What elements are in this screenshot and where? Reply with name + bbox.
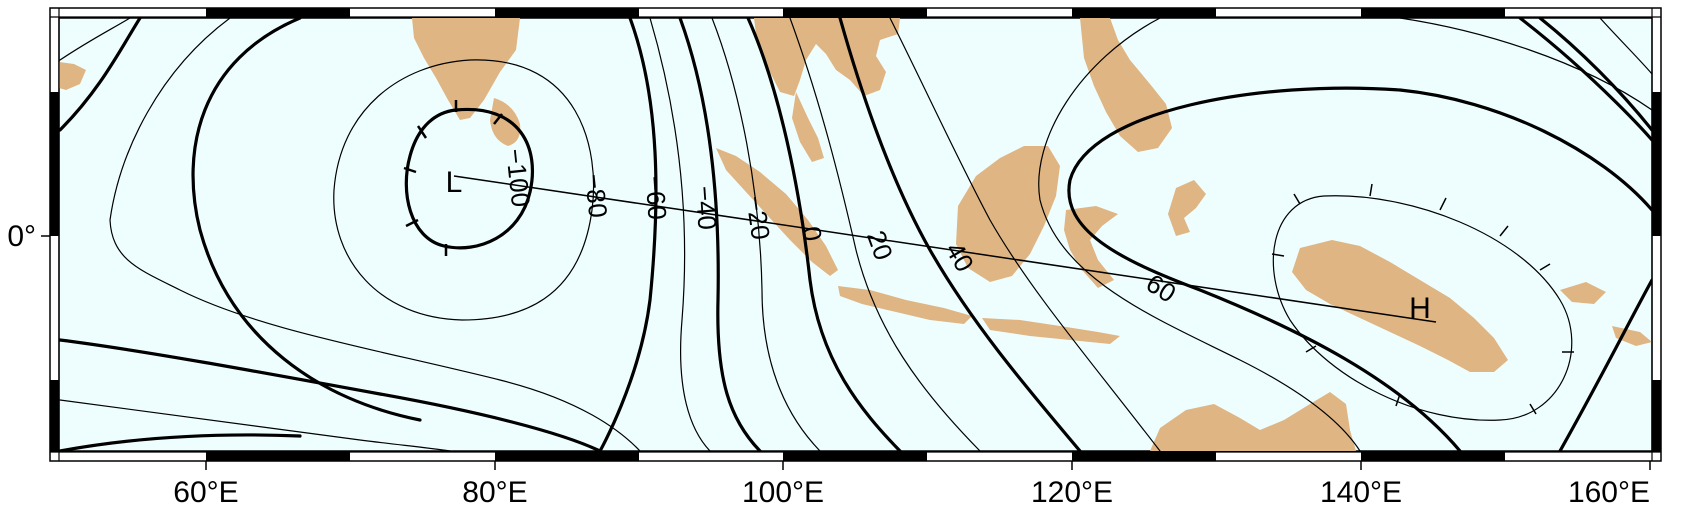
land-solomons [1612, 326, 1652, 346]
low-marker: L [446, 166, 463, 199]
contour-line-west-1 [59, 18, 131, 61]
cross-section-line [453, 175, 1437, 323]
land-australia [1150, 392, 1356, 451]
land-malay-peninsula [792, 92, 824, 162]
contour-line-m20 [711, 18, 821, 451]
frame-dividers [50, 8, 1661, 461]
frame-bottom [206, 452, 1505, 461]
contour-line-p20 [789, 18, 981, 451]
contour-line-west-5 [59, 399, 451, 451]
frame-left [50, 92, 59, 452]
contour-line-p60-outer [1038, 18, 1652, 451]
land-sri-lanka [490, 98, 521, 146]
land-new-guinea [1292, 240, 1508, 372]
contour-line-west-2 [59, 18, 142, 132]
frame-right [1652, 92, 1661, 452]
land-lesser-sunda [982, 318, 1120, 344]
contour-line-west-3 [109, 18, 641, 451]
x-tick-label-80e: 80°E [462, 476, 527, 509]
contour-line-low-ring-2 [59, 18, 658, 451]
contour-line-east-3 [1518, 18, 1652, 451]
contour-line-p40b [889, 18, 1161, 451]
contour-line-east-2 [1599, 18, 1652, 75]
contour-line-high-center [1272, 195, 1573, 421]
land-arabia [59, 62, 86, 90]
land-bismarck [1560, 282, 1606, 304]
high-hachures [1271, 183, 1574, 415]
contour-line-zero [746, 18, 902, 451]
land-java [838, 286, 972, 324]
land-masses [59, 18, 1652, 451]
y-tick-label-0: 0° [7, 220, 36, 253]
contour-lines [59, 18, 1652, 451]
high-marker: H [1409, 292, 1431, 325]
land-sulawesi [1064, 206, 1118, 288]
x-tick-label-160e: 160°E [1568, 476, 1650, 509]
land-halmahera [1168, 180, 1206, 236]
contour-label-m60: −60 [640, 175, 673, 221]
axis-ticks [41, 235, 1651, 470]
contour-line-low-center [404, 107, 535, 250]
land-india [412, 18, 520, 120]
x-axis-labels: 60°E 80°E 100°E 120°E 140°E 160°E [173, 476, 1650, 509]
contour-label-m20: −20 [740, 194, 776, 242]
x-tick-label-60e: 60°E [173, 476, 238, 509]
contour-line-p60 [1067, 86, 1652, 451]
contour-label-0: 0 [796, 224, 828, 243]
contour-label-m80: −80 [579, 172, 613, 219]
contour-line-low-ring-1 [333, 59, 595, 321]
contour-line-east-1 [1538, 18, 1652, 132]
land-indochina [754, 18, 900, 96]
contour-label-m40: −40 [690, 185, 723, 231]
contour-label-m100: −100 [500, 147, 536, 208]
contour-line-m60 [649, 18, 711, 451]
x-tick-label-120e: 120°E [1031, 476, 1113, 509]
x-tick-label-100e: 100°E [742, 476, 824, 509]
contour-line-west-4 [59, 338, 602, 451]
contour-line-p40 [838, 18, 1082, 451]
frame-top [206, 8, 1505, 17]
contour-hachures [403, 100, 503, 256]
land-sumatra [716, 148, 838, 276]
x-tick-label-140e: 140°E [1320, 476, 1402, 509]
land-borneo [956, 146, 1060, 282]
contour-line-m40 [678, 18, 762, 451]
